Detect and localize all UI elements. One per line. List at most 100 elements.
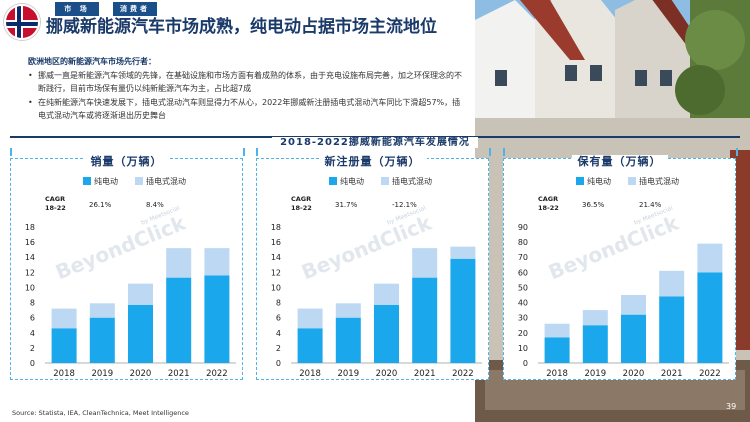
y-tick-label: 6 xyxy=(30,314,35,323)
bar-phev xyxy=(450,246,476,259)
cagr-value: 8.4% xyxy=(146,201,164,209)
bar-bev xyxy=(166,277,192,363)
y-tick-label: 2 xyxy=(276,344,281,353)
y-tick-label: 10 xyxy=(25,283,35,292)
page-number: 39 xyxy=(726,402,737,411)
y-tick-label: 10 xyxy=(518,344,528,353)
cagr-label: 18-22 xyxy=(45,204,66,212)
registrations-chart-panel: 新注册量（万辆） 纯电动 插电式混动 CAGR 18-22 31.7% -12.1% Bey… xyxy=(256,155,489,380)
x-tick-label: 2019 xyxy=(337,369,359,379)
x-tick-label: 2022 xyxy=(452,369,474,379)
legend-label: 纯电动 xyxy=(94,176,118,186)
legend-swatch xyxy=(135,177,143,185)
source-note: Source: Statista, IEA, CleanTechnica, Me… xyxy=(12,409,189,417)
tab-market[interactable]: 市 场 xyxy=(55,2,99,16)
bar-phev xyxy=(621,295,646,315)
intro-bullets: 挪威一直是新能源汽车领域的先锋，在基础设施和市场方面有着成熟的体系，由于充电设施… xyxy=(28,70,468,124)
y-tick-label: 18 xyxy=(25,223,35,232)
connector-line xyxy=(256,148,258,156)
bar-bev xyxy=(412,277,438,363)
x-tick-label: 2018 xyxy=(53,369,75,379)
bar-phev xyxy=(128,283,153,305)
cagr-label: CAGR xyxy=(45,195,65,203)
intro-subtitle: 欧洲地区的新能源汽车市场先行者： xyxy=(28,57,156,66)
legend-label: 插电式混动 xyxy=(392,176,432,186)
x-tick-label: 2018 xyxy=(299,369,321,379)
bar-phev xyxy=(544,323,570,338)
y-tick-label: 30 xyxy=(518,314,528,323)
y-tick-label: 0 xyxy=(30,359,35,368)
cagr-value: 31.7% xyxy=(335,201,358,209)
cagr-label: CAGR xyxy=(291,195,311,203)
bar-bev xyxy=(621,314,646,363)
bar-bev xyxy=(582,325,608,363)
y-tick-label: 16 xyxy=(271,238,281,247)
bar-phev xyxy=(374,283,399,305)
norway-flag-icon xyxy=(4,4,40,40)
y-tick-label: 8 xyxy=(30,299,35,308)
bar-phev xyxy=(659,270,685,297)
legend-swatch xyxy=(576,177,584,185)
bullet-item: 在纯新能源汽车快速发展下，插电式混动汽车则显得力不从心，2022年挪威新注册插电… xyxy=(28,97,468,122)
bar-bev xyxy=(51,328,77,363)
y-tick-label: 14 xyxy=(25,253,35,262)
x-tick-label: 2019 xyxy=(584,369,606,379)
bar-phev xyxy=(297,308,323,329)
bar-phev xyxy=(335,303,361,318)
legend-swatch xyxy=(329,177,337,185)
cagr-value: 36.5% xyxy=(582,201,605,209)
y-tick-label: 60 xyxy=(518,268,528,277)
bar-bev xyxy=(697,272,723,363)
sales-chart-panel: 销量（万辆） 纯电动 插电式混动 CAGR 18-22 26.1% 8.4% BeyondC… xyxy=(10,155,243,380)
y-tick-label: 10 xyxy=(271,283,281,292)
bar-phev xyxy=(89,303,115,318)
cagr-label: 18-22 xyxy=(291,204,312,212)
connector-line xyxy=(489,148,491,156)
bullet-item: 挪威一直是新能源汽车领域的先锋，在基础设施和市场方面有着成熟的体系，由于充电设施… xyxy=(28,70,468,95)
chart-title: 销量（万辆） xyxy=(84,155,169,168)
x-tick-label: 2020 xyxy=(376,369,398,379)
page-title: 挪威新能源汽车市场成熟，纯电动占据市场主流地位 xyxy=(46,17,437,37)
legend-swatch xyxy=(83,177,91,185)
x-tick-label: 2020 xyxy=(623,369,645,379)
cagr-value: 26.1% xyxy=(89,201,112,209)
y-tick-label: 4 xyxy=(276,329,281,338)
y-tick-label: 2 xyxy=(30,344,35,353)
connector-line xyxy=(243,148,245,156)
legend-label: 纯电动 xyxy=(587,176,611,186)
x-tick-label: 2019 xyxy=(91,369,113,379)
y-tick-label: 70 xyxy=(518,253,528,262)
section-header: 2018-2022挪威新能源汽车发展情况 xyxy=(10,130,740,148)
x-tick-label: 2022 xyxy=(206,369,228,379)
bar-phev xyxy=(204,248,230,276)
chart-title: 保有量（万辆） xyxy=(571,155,668,168)
bar-bev xyxy=(89,317,115,363)
legend-swatch xyxy=(628,177,636,185)
bar-bev xyxy=(204,275,230,363)
y-tick-label: 8 xyxy=(276,299,281,308)
legend-label: 插电式混动 xyxy=(146,176,186,186)
y-tick-label: 14 xyxy=(271,253,281,262)
legend-swatch xyxy=(381,177,389,185)
x-tick-label: 2022 xyxy=(699,369,721,379)
y-tick-label: 0 xyxy=(276,359,281,368)
bar-phev xyxy=(697,243,723,273)
y-tick-label: 4 xyxy=(30,329,35,338)
connector-line xyxy=(736,148,738,156)
y-tick-label: 0 xyxy=(523,359,528,368)
y-tick-label: 12 xyxy=(25,268,35,277)
connector-line xyxy=(10,148,12,156)
y-tick-label: 12 xyxy=(271,268,281,277)
x-tick-label: 2021 xyxy=(168,369,190,379)
connector-line xyxy=(503,148,505,156)
bar-bev xyxy=(659,296,685,363)
legend-label: 插电式混动 xyxy=(639,176,679,186)
tab-consumer[interactable]: 消费者 xyxy=(113,2,157,16)
y-tick-label: 80 xyxy=(518,238,528,247)
cagr-value: 21.4% xyxy=(639,201,662,209)
cagr-value: -12.1% xyxy=(392,201,417,209)
legend-label: 纯电动 xyxy=(340,176,364,186)
bar-bev xyxy=(297,328,323,363)
